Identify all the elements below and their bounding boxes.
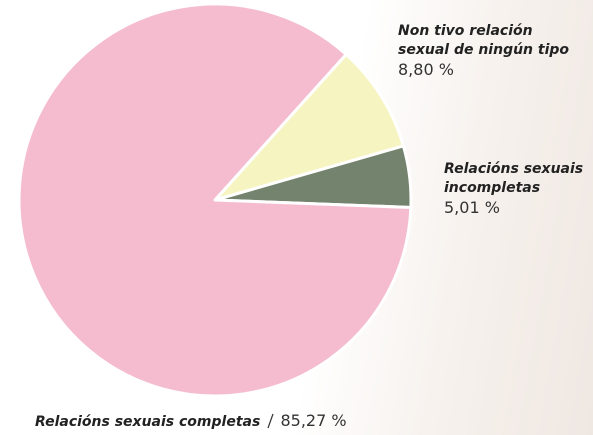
slice-label: Relacións sexuais incompletas — [444, 161, 584, 196]
label-group: Relacións sexuais incompletas 5,01 % — [444, 160, 584, 218]
pie-slice — [213, 52, 405, 202]
value-label: 85,27 % — [280, 411, 347, 430]
slice-label: Non tivo relación sexual de ningún tipo — [398, 23, 570, 58]
separator — [267, 413, 274, 429]
label-group: Relacións sexuais completas 85,27 % — [35, 410, 347, 432]
slice-label: Relacións sexuais completas — [35, 414, 261, 430]
value-label: 5,01 % — [444, 198, 500, 217]
value-label: 8,80 % — [398, 60, 454, 79]
pie-slice — [17, 2, 413, 398]
label-group: Non tivo relación sexual de ningún tipo … — [398, 22, 573, 80]
